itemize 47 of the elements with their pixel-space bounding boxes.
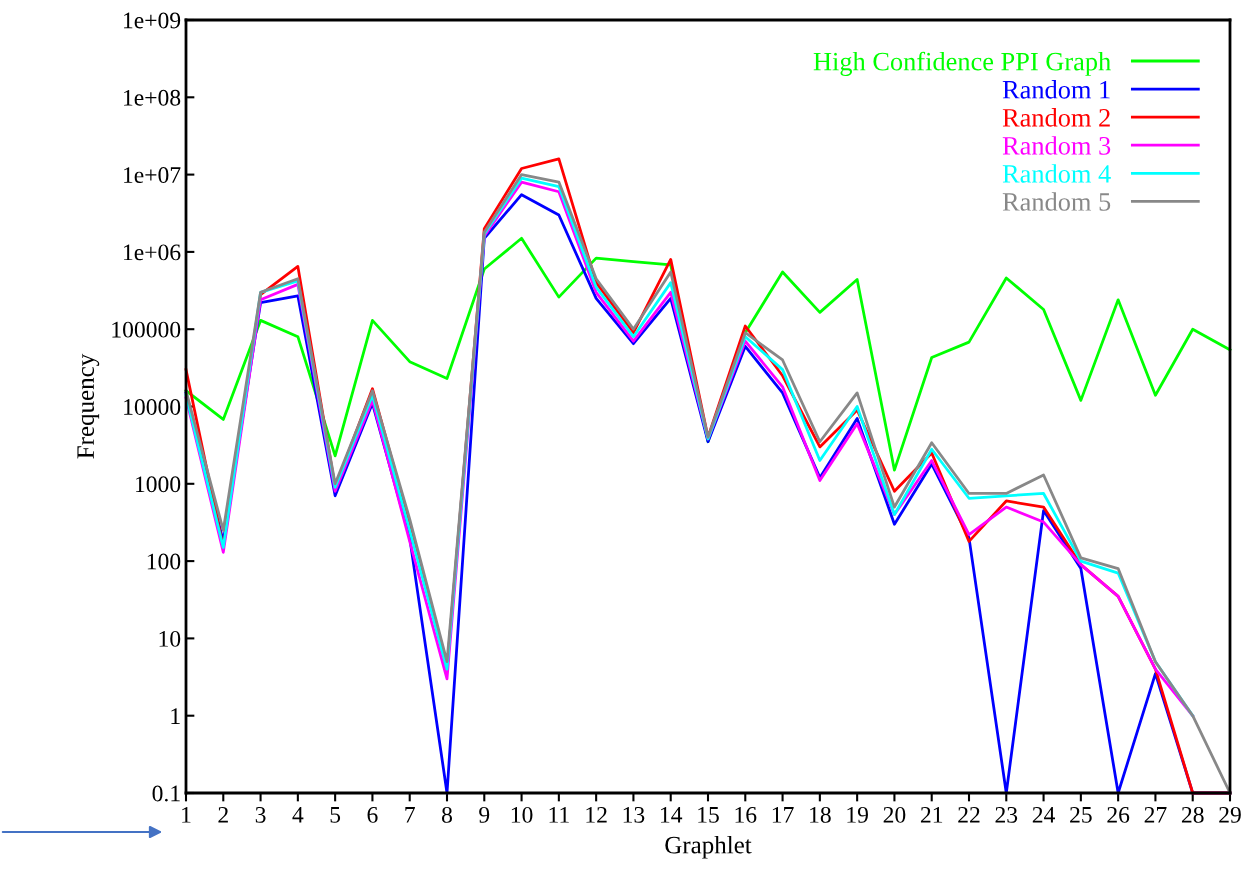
x-tick-label: 8 bbox=[442, 806, 452, 823]
x-tick-label: 10 bbox=[511, 806, 533, 823]
x-tick-label: 26 bbox=[1107, 806, 1130, 823]
x-tick-label: 21 bbox=[920, 806, 943, 823]
y-tick-label: 1000 bbox=[135, 476, 181, 493]
x-tick-label: 19 bbox=[847, 806, 868, 823]
y-tick-label: 100000 bbox=[112, 321, 181, 338]
y-tick-label: 100 bbox=[147, 553, 181, 570]
legend-label: Random 4 bbox=[1002, 164, 1111, 183]
x-tick-label: 3 bbox=[255, 806, 266, 823]
x-tick-label: 24 bbox=[1032, 806, 1056, 823]
y-tick-label: 10 bbox=[159, 630, 181, 647]
legend-label: Random 1 bbox=[1002, 80, 1110, 99]
x-tick-label: 11 bbox=[549, 806, 569, 823]
x-tick-label: 23 bbox=[995, 806, 1018, 823]
x-tick-label: 22 bbox=[958, 806, 980, 823]
y-tick-label: 1e+08 bbox=[124, 89, 181, 106]
y-tick-label: 0.1 bbox=[152, 785, 180, 802]
legend-label: Random 5 bbox=[1002, 192, 1111, 211]
legend-label: High Confidence PPI Graph bbox=[813, 51, 1111, 76]
x-tick-label: 18 bbox=[810, 806, 831, 823]
x-tick-label: 25 bbox=[1070, 806, 1092, 823]
x-tick-label: 27 bbox=[1144, 806, 1167, 823]
y-tick-label: 1e+09 bbox=[124, 12, 181, 29]
legend-label: Random 2 bbox=[1002, 108, 1110, 127]
x-tick-label: 17 bbox=[772, 806, 794, 823]
x-tick-label: 28 bbox=[1181, 806, 1204, 823]
x-axis-title: Graphlet bbox=[665, 835, 752, 859]
x-tick-label: 6 bbox=[367, 806, 378, 823]
y-tick-label: 1e+07 bbox=[124, 167, 181, 184]
legend-label: Random 3 bbox=[1002, 136, 1111, 155]
x-tick-label: 14 bbox=[660, 806, 683, 823]
x-tick-label: 2 bbox=[218, 806, 228, 823]
x-tick-label: 12 bbox=[586, 806, 607, 823]
x-tick-label: 13 bbox=[623, 806, 645, 823]
y-axis-title: Frequency bbox=[77, 353, 100, 459]
x-tick-label: 7 bbox=[405, 807, 415, 823]
y-tick-label: 1 bbox=[171, 708, 180, 724]
x-tick-label: 15 bbox=[698, 806, 719, 823]
x-tick-label: 20 bbox=[883, 806, 906, 823]
x-tick-label: 9 bbox=[479, 806, 490, 823]
x-tick-label: 29 bbox=[1219, 806, 1241, 823]
x-tick-label: 5 bbox=[330, 807, 341, 823]
y-tick-label: 1e+06 bbox=[124, 244, 181, 261]
x-tick-label: 4 bbox=[292, 807, 304, 823]
y-tick-label: 10000 bbox=[124, 398, 181, 415]
x-tick-label: 16 bbox=[735, 806, 757, 823]
